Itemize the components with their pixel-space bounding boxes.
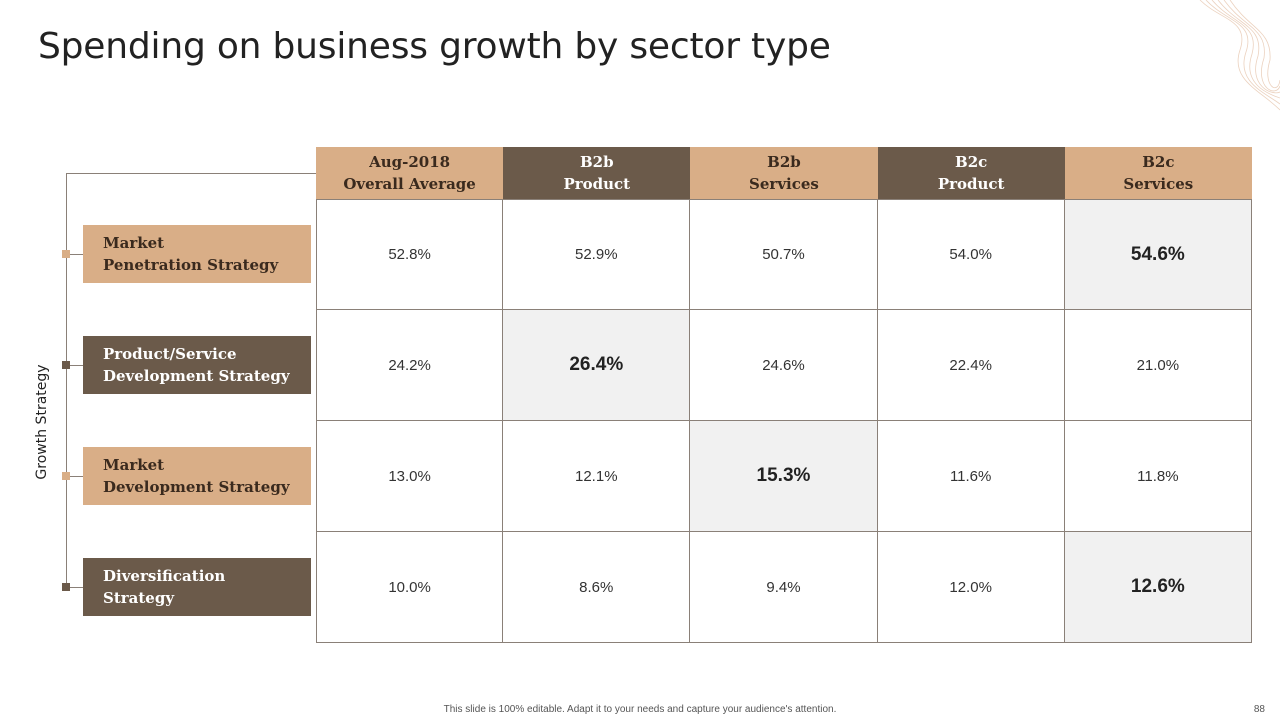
table-cell: 50.7% xyxy=(690,199,877,310)
page-title: Spending on business growth by sector ty… xyxy=(38,26,831,67)
strategy-label: Product/Service Development Strategy xyxy=(83,336,311,394)
table-cell: 22.4% xyxy=(878,310,1065,421)
column-header: B2c Product xyxy=(878,147,1065,199)
table-cell: 24.2% xyxy=(316,310,503,421)
strategy-label-text: Market Development Strategy xyxy=(103,454,290,498)
page-number: 88 xyxy=(1254,704,1265,715)
spending-table: Aug-2018 Overall Average B2b Product B2b S… xyxy=(316,147,1252,643)
strategy-label: Market Penetration Strategy xyxy=(83,225,311,283)
table-cell: 21.0% xyxy=(1065,310,1252,421)
row-connector xyxy=(70,587,83,588)
row-connector xyxy=(70,476,83,477)
row-marker xyxy=(62,250,70,258)
table-cell: 54.6% xyxy=(1065,199,1252,310)
footer-note: This slide is 100% editable. Adapt it to… xyxy=(0,704,1280,715)
strategy-label: Diversification Strategy xyxy=(83,558,311,616)
column-header: B2c Services xyxy=(1065,147,1252,199)
row-marker xyxy=(62,472,70,480)
bracket-vertical-line xyxy=(66,173,67,588)
table-cell: 10.0% xyxy=(316,532,503,643)
table-cell: 13.0% xyxy=(316,421,503,532)
column-header: B2b Services xyxy=(690,147,877,199)
decorative-wave-graphic xyxy=(1190,0,1280,120)
table-cell: 11.8% xyxy=(1065,421,1252,532)
row-marker xyxy=(62,361,70,369)
strategy-label-text: Diversification Strategy xyxy=(103,565,225,609)
row-marker xyxy=(62,583,70,591)
strategy-label-text: Product/Service Development Strategy xyxy=(103,343,290,387)
table-cell: 52.8% xyxy=(316,199,503,310)
strategy-label: Market Development Strategy xyxy=(83,447,311,505)
strategy-label-text: Market Penetration Strategy xyxy=(103,232,278,276)
bracket-top-line xyxy=(66,173,316,174)
table-cell: 12.1% xyxy=(503,421,690,532)
table-cell: 11.6% xyxy=(878,421,1065,532)
column-header: Aug-2018 Overall Average xyxy=(316,147,503,199)
table-cell: 9.4% xyxy=(690,532,877,643)
table-cell: 24.6% xyxy=(690,310,877,421)
table-cell: 8.6% xyxy=(503,532,690,643)
table-cell: 12.0% xyxy=(878,532,1065,643)
row-connector xyxy=(70,254,83,255)
row-connector xyxy=(70,365,83,366)
table-cell: 15.3% xyxy=(690,421,877,532)
growth-strategy-axis-label: Growth Strategy xyxy=(34,364,50,479)
table-cell: 54.0% xyxy=(878,199,1065,310)
table-cell: 26.4% xyxy=(503,310,690,421)
table-cell: 12.6% xyxy=(1065,532,1252,643)
table-cell: 52.9% xyxy=(503,199,690,310)
column-header: B2b Product xyxy=(503,147,690,199)
